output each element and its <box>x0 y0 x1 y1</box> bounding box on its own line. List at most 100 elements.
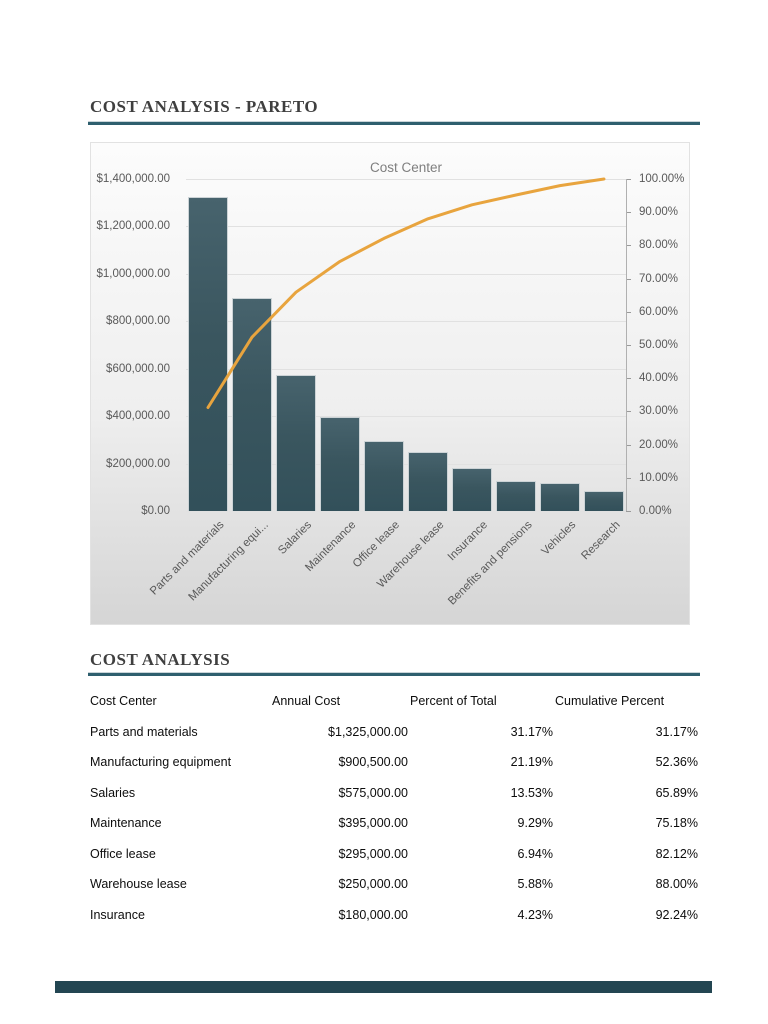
right-axis-tick <box>626 378 631 380</box>
gridline <box>186 179 626 180</box>
column-header-percent-of-total: Percent of Total <box>410 694 497 709</box>
value-cell: $250,000.00 <box>338 877 408 892</box>
value-cell: 88.00% <box>655 877 698 892</box>
value-cell: 65.89% <box>655 785 698 800</box>
pareto-chart: Cost Center $1,400,000.00 $1,200,000.00 $1… <box>90 142 690 625</box>
cumulative-percent-line <box>206 177 606 409</box>
right-axis-tick <box>626 212 631 214</box>
bar-parts-and-materials <box>188 196 228 511</box>
gridline <box>186 416 626 418</box>
right-axis-tick <box>626 345 631 346</box>
right-axis-tick-label: 100.00% <box>639 173 685 185</box>
table-section-title: COST ANALYSIS <box>90 650 231 669</box>
value-cell: 5.88% <box>517 877 553 892</box>
left-axis-tick-label: $1,400,000.00 <box>96 173 170 185</box>
column-header-cumulative-percent: Cumulative Percent <box>555 694 665 709</box>
gridline <box>186 321 626 323</box>
right-axis-tick-label: 20.00% <box>639 438 679 451</box>
table-header-row: Cost Center Annual Cost Percent of Total Cu… <box>90 686 698 717</box>
right-axis-line <box>626 179 627 511</box>
category-label-research: Research <box>579 519 623 563</box>
plot-area <box>186 177 631 512</box>
right-axis-tick-label: 30.00% <box>639 405 679 418</box>
column-header-annual-cost: Annual Cost <box>272 694 341 709</box>
table-row: Manufacturing equipment $900,500.00 21.19%… <box>90 747 698 778</box>
right-axis-tick <box>626 245 631 247</box>
right-axis-tick-label: 90.00% <box>639 206 679 219</box>
cost-analysis-table: Cost Center Annual Cost Percent of Total Cu… <box>90 686 698 930</box>
category-label-insurance: Insurance <box>446 519 491 564</box>
value-cell: 9.29% <box>517 816 553 831</box>
left-axis-tick-label: $400,000.00 <box>106 410 170 423</box>
cost-center-cell: Warehouse lease <box>90 877 187 892</box>
bar-salaries <box>276 374 316 511</box>
bar-maintenance <box>320 417 360 511</box>
table-row: Office lease $295,000.00 6.94% 82.12% <box>90 839 698 870</box>
cost-center-cell: Maintenance <box>90 816 162 831</box>
category-axis: Parts and materials Manufacturing equi...… <box>148 519 626 619</box>
right-axis-tick-label: 50.00% <box>639 339 679 351</box>
table-row: Parts and materials $1,325,000.00 31.17% 31… <box>90 717 698 748</box>
table-row: Salaries $575,000.00 13.53% 65.89% <box>90 778 698 809</box>
left-axis-tick-label: $800,000.00 <box>106 315 170 328</box>
right-axis-tick-label: 0.00% <box>639 505 672 517</box>
category-label-benefits-and-pensions: Benefits and pensions <box>445 519 535 608</box>
right-axis-tick-label: 70.00% <box>639 272 679 285</box>
category-label-vehicles: Vehicles <box>539 519 579 558</box>
footer-bar <box>55 981 712 993</box>
gridline <box>186 463 626 465</box>
value-cell: $395,000.00 <box>338 816 408 831</box>
right-axis-tick-label: 60.00% <box>639 305 679 318</box>
gridline <box>186 511 626 512</box>
right-axis-tick-label: 40.00% <box>639 372 679 385</box>
value-cell: $295,000.00 <box>338 846 408 861</box>
cost-center-cell: Parts and materials <box>90 724 198 739</box>
gridline <box>186 273 626 275</box>
value-cell: $180,000.00 <box>338 907 408 922</box>
value-cell: 82.12% <box>655 846 698 861</box>
bar-insurance <box>452 468 492 511</box>
table-row: Maintenance $395,000.00 9.29% 75.18% <box>90 808 698 839</box>
left-axis-tick-label: $0.00 <box>141 505 170 517</box>
category-label-manufacturing-equipment: Manufacturing equi... <box>186 519 271 604</box>
bar-benefits-and-pensions <box>496 481 536 511</box>
left-axis-tick-label: $1,000,000.00 <box>96 267 170 280</box>
bar-vehicles <box>540 482 580 511</box>
right-axis-tick <box>626 311 631 313</box>
bar-warehouse-lease <box>408 451 448 511</box>
value-cell: 31.17% <box>510 724 553 739</box>
pareto-section-title: COST ANALYSIS - PARETO <box>90 97 319 116</box>
value-cell: $1,325,000.00 <box>328 724 408 739</box>
bar-research <box>584 490 624 511</box>
value-cell: 75.18% <box>655 816 698 831</box>
cost-center-cell: Insurance <box>90 907 145 922</box>
table-row: Insurance $180,000.00 4.23% 92.24% <box>90 900 698 931</box>
bar-manufacturing-equipment <box>232 297 272 511</box>
right-axis-tick <box>626 179 631 180</box>
value-cell: 4.23% <box>517 907 553 922</box>
left-value-axis: $1,400,000.00 $1,200,000.00 $1,000,000.00 $… <box>91 173 178 517</box>
right-axis-tick <box>626 278 631 280</box>
section-divider-rule <box>88 121 700 125</box>
gridline <box>186 226 626 228</box>
right-axis-tick <box>626 511 631 512</box>
value-cell: 13.53% <box>510 785 553 800</box>
cost-center-cell: Office lease <box>90 846 156 861</box>
left-axis-tick-label: $200,000.00 <box>106 457 170 470</box>
right-axis-tick <box>626 444 631 446</box>
value-cell: $575,000.00 <box>338 785 408 800</box>
right-percent-axis: 100.00% 90.00% 80.00% 70.00% 60.00% 50.00% 40.… <box>636 173 691 517</box>
value-cell: 21.19% <box>510 755 553 770</box>
value-cell: 31.17% <box>655 724 698 739</box>
left-axis-tick-label: $600,000.00 <box>106 362 170 375</box>
right-axis-tick-label: 80.00% <box>639 239 679 252</box>
value-cell: $900,500.00 <box>338 755 408 770</box>
right-axis-tick <box>626 477 631 479</box>
right-axis-tick-label: 10.00% <box>639 471 679 484</box>
value-cell: 6.94% <box>517 846 553 861</box>
gridline <box>186 368 626 370</box>
value-cell: 92.24% <box>655 907 698 922</box>
category-label-salaries: Salaries <box>276 519 315 557</box>
category-label-parts-and-materials: Parts and materials <box>147 519 227 598</box>
section-divider-rule <box>88 672 700 676</box>
